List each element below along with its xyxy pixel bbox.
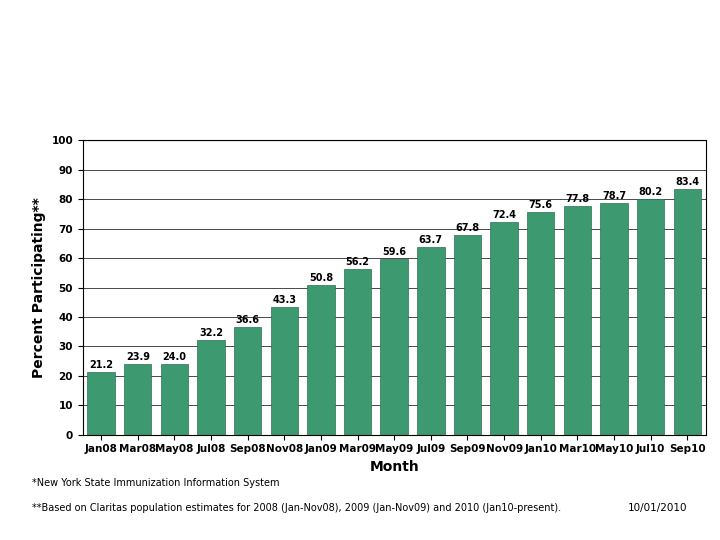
- Bar: [637, 199, 665, 435]
- Bar: [197, 340, 225, 435]
- Text: 23.9: 23.9: [126, 352, 150, 362]
- Text: 78.7: 78.7: [602, 191, 626, 201]
- Bar: [564, 206, 591, 435]
- Text: 83.4: 83.4: [675, 177, 699, 187]
- Text: 72.4: 72.4: [492, 210, 516, 220]
- Bar: [490, 221, 518, 435]
- Text: 75.6: 75.6: [528, 200, 553, 210]
- Bar: [87, 372, 115, 435]
- Text: 59.6: 59.6: [382, 247, 406, 257]
- Text: **Based on Claritas population estimates for 2008 (Jan-Nov08), 2009 (Jan-Nov09) : **Based on Claritas population estimates…: [32, 503, 562, 514]
- Text: 24.0: 24.0: [163, 352, 186, 362]
- Text: 50.8: 50.8: [309, 273, 333, 283]
- Bar: [380, 259, 408, 435]
- Text: 56.2: 56.2: [346, 257, 369, 267]
- Bar: [344, 269, 372, 435]
- Text: 32.2: 32.2: [199, 328, 223, 338]
- Text: Percent of Children Less Than 6 Years of Age: Percent of Children Less Than 6 Years of…: [113, 25, 607, 44]
- X-axis label: Month: Month: [369, 460, 419, 474]
- Text: 67.8: 67.8: [456, 223, 480, 233]
- Text: 80.2: 80.2: [639, 187, 662, 197]
- Bar: [271, 307, 298, 435]
- Text: 36.6: 36.6: [235, 315, 260, 325]
- Bar: [600, 203, 628, 435]
- Bar: [124, 364, 151, 435]
- Bar: [307, 285, 335, 435]
- Text: 43.3: 43.3: [272, 295, 297, 305]
- Bar: [527, 212, 554, 435]
- Text: with Two or More Imms in NYSIIS*: with Two or More Imms in NYSIIS*: [174, 62, 546, 81]
- Bar: [454, 235, 481, 435]
- Text: 77.8: 77.8: [565, 194, 590, 204]
- Bar: [417, 247, 444, 435]
- Bar: [673, 189, 701, 435]
- Text: 10/01/2010: 10/01/2010: [628, 503, 688, 514]
- Text: New York State (Outside of New York City): New York State (Outside of New York City…: [201, 106, 519, 119]
- Text: *New York State Immunization Information System: *New York State Immunization Information…: [32, 478, 280, 488]
- Bar: [234, 327, 261, 435]
- Text: 21.2: 21.2: [89, 360, 113, 370]
- Bar: [161, 364, 188, 435]
- Y-axis label: Percent Participating**: Percent Participating**: [32, 197, 46, 378]
- Text: 63.7: 63.7: [419, 235, 443, 245]
